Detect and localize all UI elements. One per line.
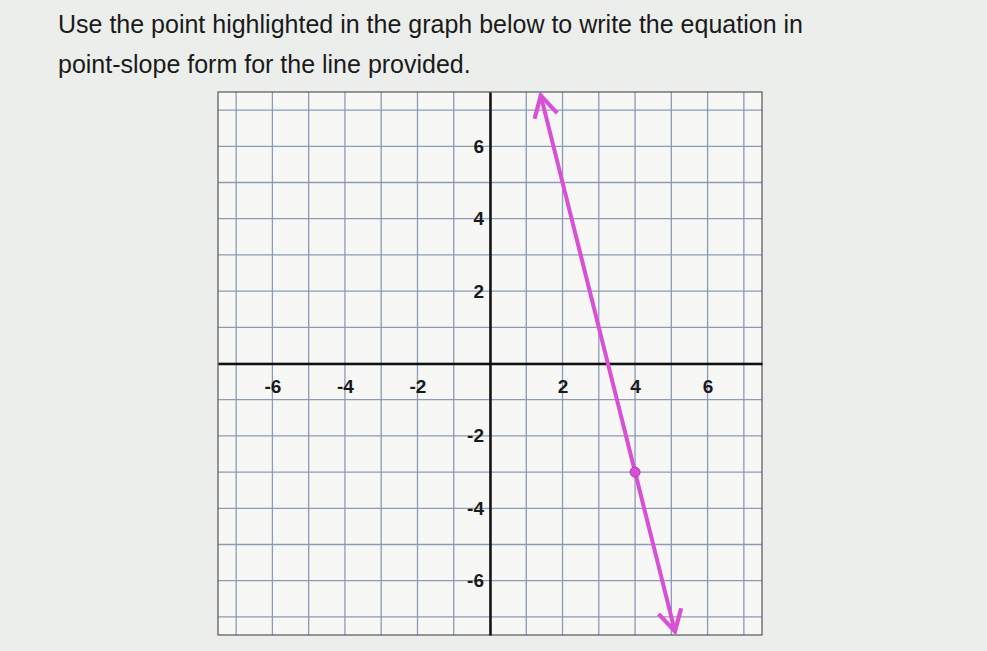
y-tick-label: -4	[467, 498, 484, 519]
y-tick: 2	[473, 281, 490, 302]
highlighted-point	[630, 467, 640, 477]
x-tick-label: 6	[703, 376, 714, 397]
y-axis: 6 4 2 -2 -4 -6	[467, 93, 490, 636]
y-tick-label: 6	[473, 136, 484, 157]
x-tick-label: 2	[558, 376, 569, 397]
plot-background	[218, 92, 762, 635]
x-tick-label: 4	[630, 376, 641, 397]
title-line: Use the point highlighted in the graph b…	[58, 4, 978, 44]
title-line: point-slope form for the line provided.	[58, 44, 978, 84]
y-axis-line	[489, 93, 492, 636]
plot-frame	[218, 92, 762, 635]
title: Use the point highlighted in the graph b…	[58, 4, 978, 84]
y-tick: -2	[467, 425, 490, 446]
y-tick: -4	[467, 498, 490, 519]
y-tick-label: 4	[473, 208, 484, 229]
x-tick: 4	[630, 364, 641, 397]
x-tick: 2	[558, 364, 569, 397]
y-tick-label: -2	[467, 425, 484, 446]
plot-area	[541, 96, 675, 632]
x-tick-label: -6	[264, 376, 281, 397]
grid	[218, 92, 762, 635]
y-tick: 6	[473, 136, 490, 157]
x-tick-label: -4	[337, 376, 354, 397]
y-tick-label: -6	[467, 570, 484, 591]
y-tick: 4	[473, 208, 490, 229]
x-tick: 6	[703, 364, 714, 397]
y-tick-label: 2	[473, 281, 484, 302]
x-tick: -4	[337, 364, 354, 397]
y-tick: -6	[467, 570, 490, 591]
grid-line-x	[489, 92, 490, 635]
x-tick: -2	[410, 364, 427, 397]
line	[541, 96, 675, 632]
chart: -6 -4 -2 2 4 6 6 4 2 -2 -4 -6	[0, 0, 987, 651]
x-tick-label: -2	[410, 376, 427, 397]
x-tick: -6	[264, 364, 281, 397]
